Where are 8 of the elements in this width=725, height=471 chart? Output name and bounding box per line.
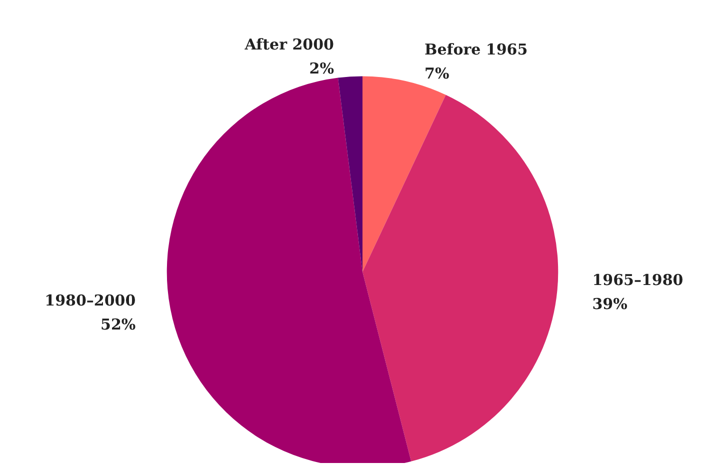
slice-label: 1965–1980 (592, 271, 684, 290)
data-label: 2% (309, 60, 334, 78)
slice-label: After 2000 (244, 36, 334, 54)
data-label: 39% (592, 295, 628, 314)
slice-label: 1980–2000 (44, 291, 136, 310)
slice-label: Before 1965 (424, 40, 528, 58)
data-label: 52% (100, 315, 136, 334)
data-label: 7% (424, 64, 450, 82)
